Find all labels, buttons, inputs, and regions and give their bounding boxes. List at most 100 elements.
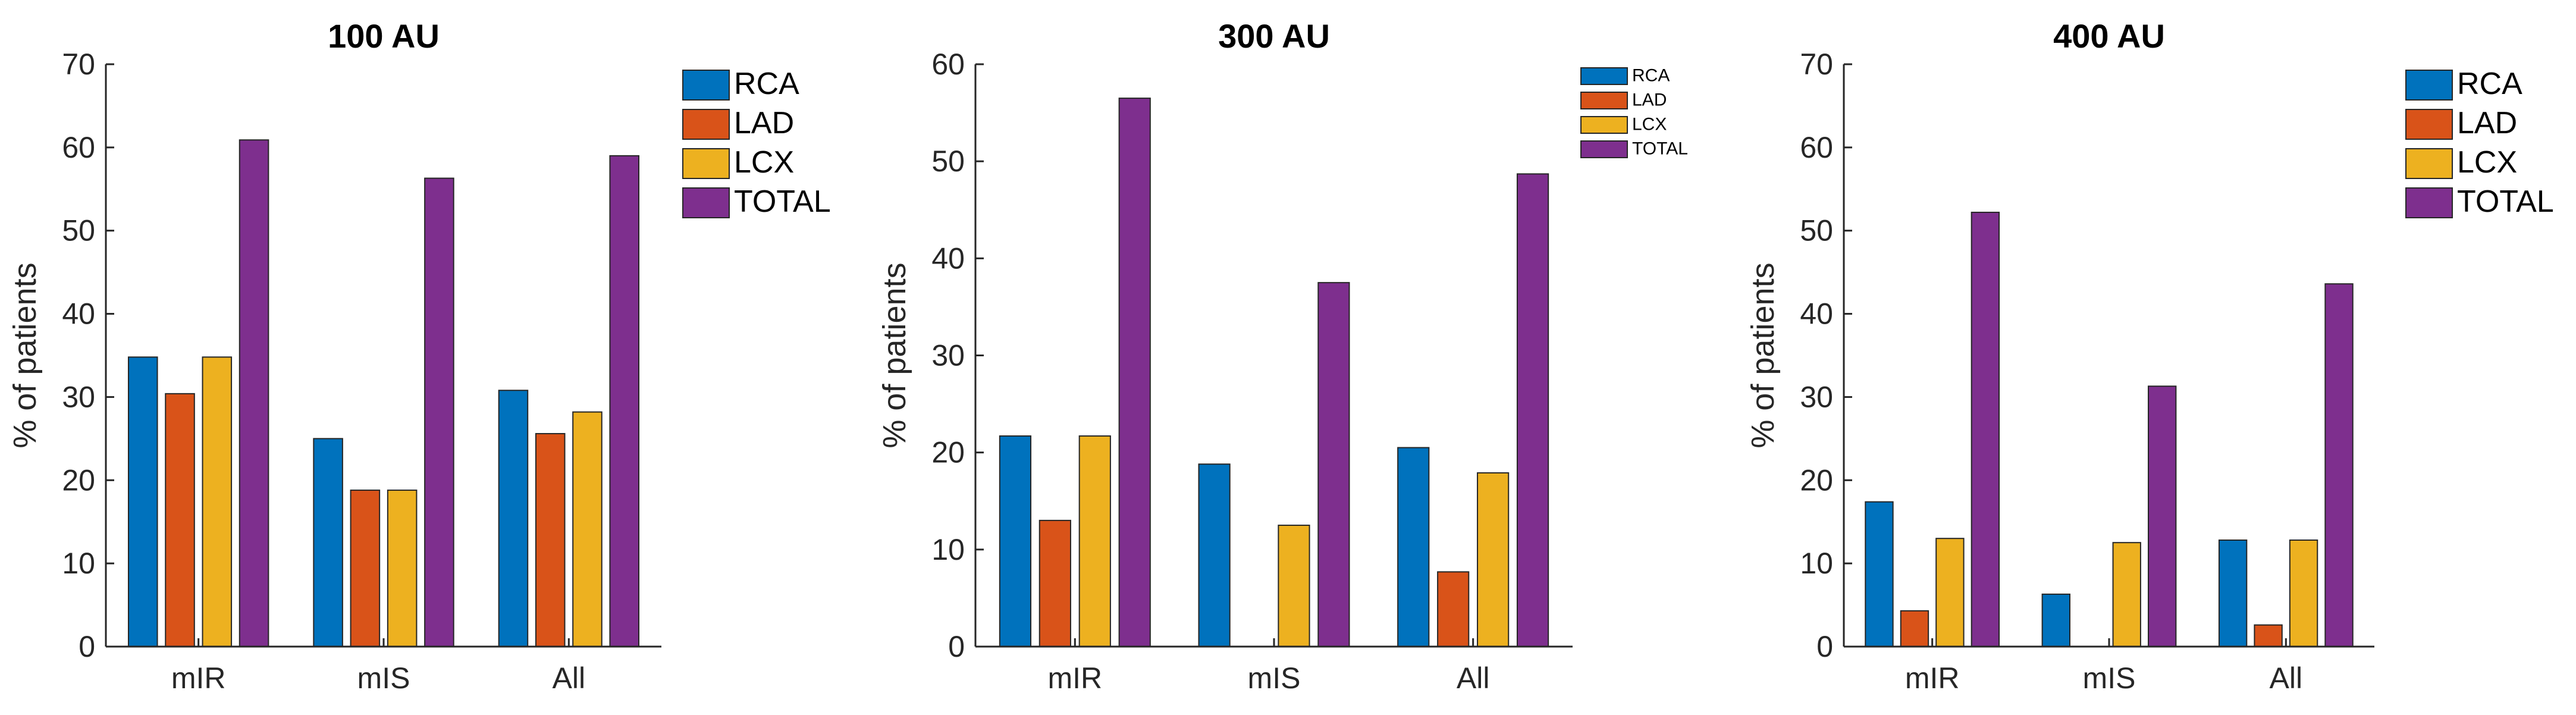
legend-swatch-lcx <box>682 148 730 179</box>
x-tick-label: All <box>2270 661 2303 695</box>
chart-title: 100 AU <box>328 17 440 55</box>
y-tick-label: 20 <box>1800 463 1833 497</box>
y-tick-label: 60 <box>62 131 95 164</box>
legend-label-lad: LAD <box>2457 106 2517 140</box>
bar-total-mis <box>2148 385 2177 647</box>
legend-swatch-lcx <box>1580 116 1628 134</box>
legend-swatch-lad <box>2405 109 2453 140</box>
bar-total-mis <box>424 177 454 647</box>
legend-swatch-total <box>682 187 730 218</box>
y-tick-label: 70 <box>62 48 95 81</box>
bar-lad-mir <box>165 393 195 647</box>
x-tick-label: mIS <box>2083 661 2136 695</box>
bar-rca-all <box>498 390 529 647</box>
legend: RCA LAD LCX TOTAL <box>1580 65 1688 158</box>
bar-rca-mis <box>2041 593 2070 648</box>
bar-total-all <box>1516 173 1549 647</box>
legend-label-total: TOTAL <box>1632 139 1688 158</box>
bar-lcx-all <box>2289 539 2318 647</box>
bar-lad-mir <box>1900 610 1929 648</box>
bar-lcx-all <box>1477 472 1510 647</box>
bar-lcx-mis <box>2112 542 2141 648</box>
bar-lad-mir <box>1038 519 1071 648</box>
y-tick-label: 20 <box>931 436 965 469</box>
bar-rca-all <box>2218 539 2248 647</box>
y-axis-label: % of patients <box>1745 262 1781 448</box>
y-axis-label: % of patients <box>877 262 912 448</box>
legend-swatch-lad <box>1580 92 1628 109</box>
bar-lcx-mir <box>1078 435 1111 647</box>
legend-label-lcx: LCX <box>2457 145 2517 180</box>
y-tick-label: 60 <box>931 48 965 81</box>
bar-lad-all <box>2254 624 2283 647</box>
bar-lcx-mis <box>1278 525 1310 648</box>
y-tick-label: 70 <box>1800 48 1833 81</box>
bar-lcx-mis <box>387 490 418 647</box>
x-tick-label: All <box>553 661 586 695</box>
bar-lad-all <box>535 432 566 647</box>
legend-swatch-rca <box>682 70 730 101</box>
y-tick-label: 40 <box>62 297 95 331</box>
bar-total-mir <box>1118 98 1151 647</box>
bar-lcx-all <box>572 411 603 647</box>
legend-swatch-total <box>2405 187 2453 218</box>
bar-total-mir <box>239 139 269 647</box>
chart-title: 300 AU <box>1218 17 1330 55</box>
x-tick-label: mIR <box>171 661 226 695</box>
y-tick-label: 30 <box>62 380 95 413</box>
y-tick-label: 50 <box>62 214 95 247</box>
bar-lad-all <box>1437 571 1470 648</box>
y-axis-label: % of patients <box>7 262 43 448</box>
chart-panel-3: 400 AU % of patients 0 10 20 30 40 50 60 70 mIR mIS… <box>1745 17 2554 695</box>
x-tick-label: mIR <box>1048 661 1103 695</box>
legend-swatch-lcx <box>2405 148 2453 179</box>
bar-total-all <box>609 155 640 648</box>
legend-label-lad: LAD <box>1632 90 1667 109</box>
legend-label-total: TOTAL <box>2457 184 2554 219</box>
y-tick-label: 40 <box>931 242 965 275</box>
legend-swatch-rca <box>1580 67 1628 85</box>
legend-swatch-lad <box>682 109 730 140</box>
bar-rca-mis <box>313 438 343 647</box>
legend-label-rca: RCA <box>1632 65 1670 85</box>
bar-lcx-mir <box>1935 538 1965 648</box>
bar-lad-mis <box>350 490 381 647</box>
y-tick-label: 40 <box>1800 297 1833 331</box>
legend-label-lad: LAD <box>734 106 794 140</box>
x-tick-label: mIS <box>357 661 410 695</box>
legend-label-lcx: LCX <box>1632 114 1667 134</box>
y-tick-label: 30 <box>1800 380 1833 413</box>
legend-label-rca: RCA <box>734 67 799 101</box>
legend-label-rca: RCA <box>2457 67 2522 101</box>
y-tick-label: 0 <box>1816 630 1833 663</box>
y-tick-label: 50 <box>931 145 965 178</box>
y-tick-label: 0 <box>948 630 965 663</box>
y-tick-label: 50 <box>1800 214 1833 247</box>
bar-total-all <box>2324 283 2354 648</box>
y-tick-label: 0 <box>79 630 95 663</box>
bar-total-mis <box>1317 282 1350 647</box>
legend-swatch-rca <box>2405 70 2453 101</box>
legend: RCA LAD LCX TOTAL <box>2405 67 2554 219</box>
bar-rca-mir <box>999 435 1032 647</box>
x-tick-label: mIR <box>1905 661 1960 695</box>
y-tick-label: 10 <box>62 547 95 580</box>
chart-title: 400 AU <box>2053 17 2165 55</box>
y-tick-label: 60 <box>1800 131 1833 164</box>
x-tick-label: mIS <box>1248 661 1301 695</box>
chart-panel-1: 100 AU % of patients 0 10 20 30 40 50 60 70 mIR mIS… <box>7 17 831 695</box>
legend-swatch-total <box>1580 140 1628 158</box>
x-tick-label: All <box>1457 661 1490 695</box>
chart-panel-2: 300 AU % of patients 0 10 20 30 40 50 60 mIR mIS Al… <box>877 17 1688 695</box>
bar-rca-mir <box>1865 501 1894 647</box>
bar-total-mir <box>1971 211 2000 647</box>
y-tick-label: 10 <box>1800 547 1833 580</box>
y-tick-label: 10 <box>931 533 965 566</box>
bar-rca-all <box>1397 447 1430 648</box>
legend: RCA LAD LCX TOTAL <box>682 67 831 219</box>
bar-rca-mis <box>1198 463 1231 647</box>
legend-label-lcx: LCX <box>734 145 794 180</box>
y-tick-label: 30 <box>931 339 965 372</box>
bar-rca-mir <box>127 356 158 647</box>
